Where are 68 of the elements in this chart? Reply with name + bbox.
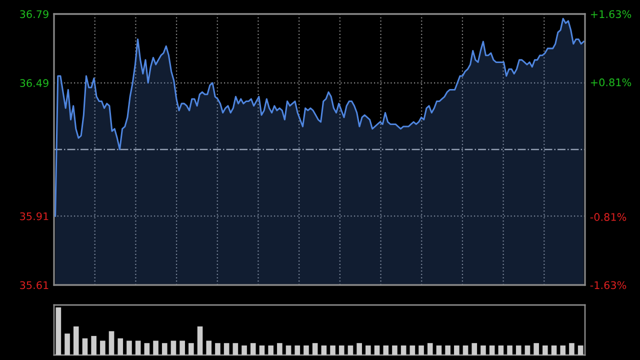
bar (215, 343, 220, 355)
bar (400, 345, 406, 355)
y2-tick-label: +1.63% (590, 10, 632, 18)
bar (516, 345, 522, 355)
bar (383, 345, 389, 355)
bar (232, 343, 238, 355)
bar (82, 338, 88, 355)
y-tick-label: 36.49 (20, 79, 48, 88)
bar (321, 345, 327, 355)
bar (454, 345, 460, 355)
bar (250, 343, 256, 355)
y2-tick-label: +0.81% (590, 78, 632, 86)
bar (304, 345, 309, 355)
bar (462, 345, 468, 355)
bar (312, 343, 318, 355)
bar (366, 345, 371, 355)
bar (135, 340, 141, 355)
y2-tick-label: -0.81% (590, 213, 626, 221)
bar (259, 345, 265, 355)
bar (100, 340, 106, 355)
bar (410, 345, 416, 355)
bar (445, 345, 450, 355)
bar (56, 307, 62, 355)
bar (392, 345, 398, 355)
y-tick-label: 36.79 (20, 10, 48, 18)
bar (118, 338, 124, 355)
bar (108, 331, 114, 355)
bar (374, 345, 380, 355)
bar (356, 343, 362, 355)
bar (489, 345, 495, 355)
bar (551, 345, 557, 355)
bar (242, 345, 247, 355)
y-tick-label: 35.91 (20, 212, 48, 220)
bar (277, 343, 282, 355)
bar (162, 343, 168, 355)
y-tick-label: 35.61 (20, 281, 48, 290)
bar (330, 345, 336, 355)
bar (64, 334, 70, 355)
bar (418, 345, 424, 355)
bar (524, 345, 530, 355)
bar (498, 345, 504, 355)
bar (436, 345, 442, 355)
bar (348, 345, 354, 355)
bar (180, 340, 185, 355)
bar (268, 345, 274, 355)
bar (126, 340, 132, 355)
bar (507, 345, 512, 355)
bar (542, 345, 548, 355)
bar (294, 345, 300, 355)
bar (480, 345, 486, 355)
bar (472, 343, 478, 355)
bar (91, 336, 96, 355)
bar (144, 343, 150, 355)
bar (286, 345, 292, 355)
bar (560, 345, 566, 355)
bar (578, 345, 584, 355)
bar (569, 343, 574, 355)
bar (224, 343, 230, 355)
bar (188, 343, 194, 355)
bar (338, 345, 344, 355)
bar (197, 326, 203, 355)
bar (206, 340, 212, 355)
bar (153, 340, 158, 355)
bar (170, 340, 176, 355)
bar (73, 326, 79, 355)
bar (427, 343, 433, 355)
bar (534, 343, 539, 355)
y2-tick-label: -1.63% (590, 281, 626, 290)
